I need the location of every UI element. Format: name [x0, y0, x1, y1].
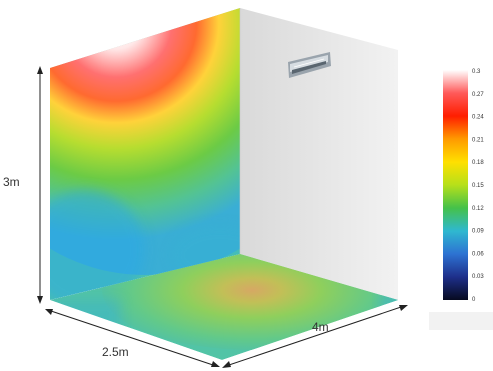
back-wall — [240, 8, 398, 300]
height-dimension: 3m — [3, 66, 43, 304]
colorbar-tick-label: 0.12 — [472, 206, 484, 212]
colorbar-tick-label: 0.24 — [472, 115, 484, 121]
colorbar-gradient — [443, 70, 468, 300]
colorbar-footer — [429, 312, 493, 330]
colorbar-tick-label: 0.15 — [472, 183, 484, 189]
colorbar: 0.3 0.27 0.24 0.21 0.18 0.15 0.12 0.09 0.06 0.03 0 — [429, 69, 493, 330]
width-label: 2.5m — [102, 345, 129, 359]
colorbar-tick-label: 0.18 — [472, 160, 484, 166]
air-conditioner-icon — [288, 52, 331, 78]
colorbar-tick-label: 0.06 — [472, 251, 484, 257]
colorbar-tick-label: 0.09 — [472, 229, 484, 235]
depth-label: 4m — [312, 320, 329, 334]
colorbar-tick-label: 0.03 — [472, 274, 484, 280]
colorbar-ticks: 0.3 0.27 0.24 0.21 0.18 0.15 0.12 0.09 0.06 0.03 0 — [472, 69, 484, 303]
height-label: 3m — [3, 175, 20, 189]
colorbar-tick-label: 0.21 — [472, 137, 484, 143]
colorbar-tick-label: 0.27 — [472, 92, 484, 98]
depth-dimension: 4m — [222, 305, 408, 368]
width-dimension: 2.5m — [45, 309, 220, 367]
colorbar-tick-label: 0 — [472, 297, 476, 303]
colorbar-tick-label: 0.3 — [472, 69, 481, 75]
